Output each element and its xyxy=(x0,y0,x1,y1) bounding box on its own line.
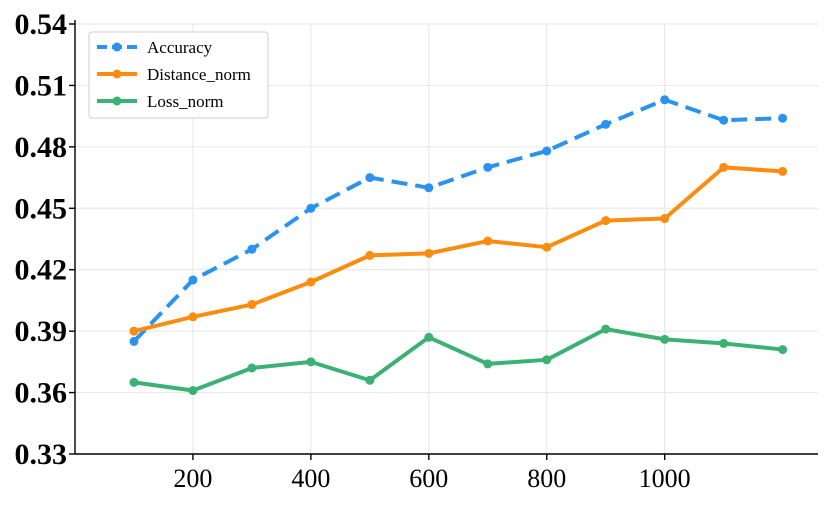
y-tick-label: 0.39 xyxy=(15,315,68,348)
data-point xyxy=(660,334,670,344)
series-line xyxy=(132,97,783,343)
data-point xyxy=(365,173,375,183)
data-point xyxy=(306,203,316,213)
legend-swatch-marker xyxy=(112,42,122,52)
data-point xyxy=(129,336,139,346)
x-tick-label: 1000 xyxy=(639,464,691,493)
data-point xyxy=(306,357,316,367)
data-point xyxy=(601,324,611,334)
legend-label: Distance_norm xyxy=(147,65,251,84)
y-tick-label: 0.33 xyxy=(15,438,68,471)
data-point xyxy=(365,375,375,385)
data-point xyxy=(483,236,493,246)
data-point xyxy=(188,275,198,285)
legend-swatch-marker xyxy=(112,96,122,106)
legend-label: Accuracy xyxy=(147,38,213,57)
data-point xyxy=(719,115,729,125)
x-tick-label: 600 xyxy=(409,464,448,493)
y-tick-label: 0.54 xyxy=(15,8,68,41)
y-axis-ticks: 0.33 0.36 0.39 0.42 0.45 0.48 0.51 0.54 xyxy=(15,8,75,471)
data-point xyxy=(129,377,139,387)
data-point xyxy=(129,326,139,336)
data-point xyxy=(660,214,670,224)
y-tick-label: 0.36 xyxy=(15,377,68,410)
y-tick-label: 0.45 xyxy=(15,192,68,225)
legend-frame xyxy=(88,31,269,119)
data-point xyxy=(424,332,434,342)
data-point xyxy=(601,216,611,226)
legend: Accuracy Distance_norm Loss_norm xyxy=(88,31,269,119)
series-loss-norm xyxy=(129,324,788,396)
data-point xyxy=(247,363,257,373)
data-point xyxy=(778,166,788,176)
data-point xyxy=(424,248,434,258)
grid xyxy=(75,23,818,455)
data-point xyxy=(719,162,729,172)
legend-swatch-marker xyxy=(112,69,122,79)
data-point xyxy=(483,359,493,369)
data-point xyxy=(365,250,375,260)
data-point xyxy=(306,277,316,287)
y-tick-label: 0.51 xyxy=(15,69,68,102)
data-point xyxy=(247,300,257,310)
x-tick-label: 800 xyxy=(527,464,566,493)
series-line xyxy=(131,165,785,334)
data-point xyxy=(542,355,552,365)
data-point xyxy=(188,386,198,396)
data-point xyxy=(424,183,434,193)
x-tick-label: 400 xyxy=(291,464,330,493)
x-axis-ticks: 200 400 600 800 1000 xyxy=(173,454,691,493)
series-accuracy xyxy=(129,95,788,346)
data-point xyxy=(601,119,611,129)
data-point xyxy=(483,162,493,172)
data-point xyxy=(660,95,670,105)
series-distance-norm xyxy=(129,162,788,336)
data-point xyxy=(247,244,257,254)
legend-label: Loss_norm xyxy=(147,92,224,111)
data-point xyxy=(719,338,729,348)
data-point xyxy=(542,146,552,156)
data-point xyxy=(778,113,788,123)
y-tick-label: 0.42 xyxy=(15,254,68,287)
series-group xyxy=(129,95,788,396)
data-point xyxy=(542,242,552,252)
series-line xyxy=(131,327,785,393)
data-point xyxy=(188,312,198,322)
data-point xyxy=(778,345,788,355)
y-tick-label: 0.48 xyxy=(15,131,68,164)
axes xyxy=(74,20,818,455)
x-tick-label: 200 xyxy=(173,464,212,493)
